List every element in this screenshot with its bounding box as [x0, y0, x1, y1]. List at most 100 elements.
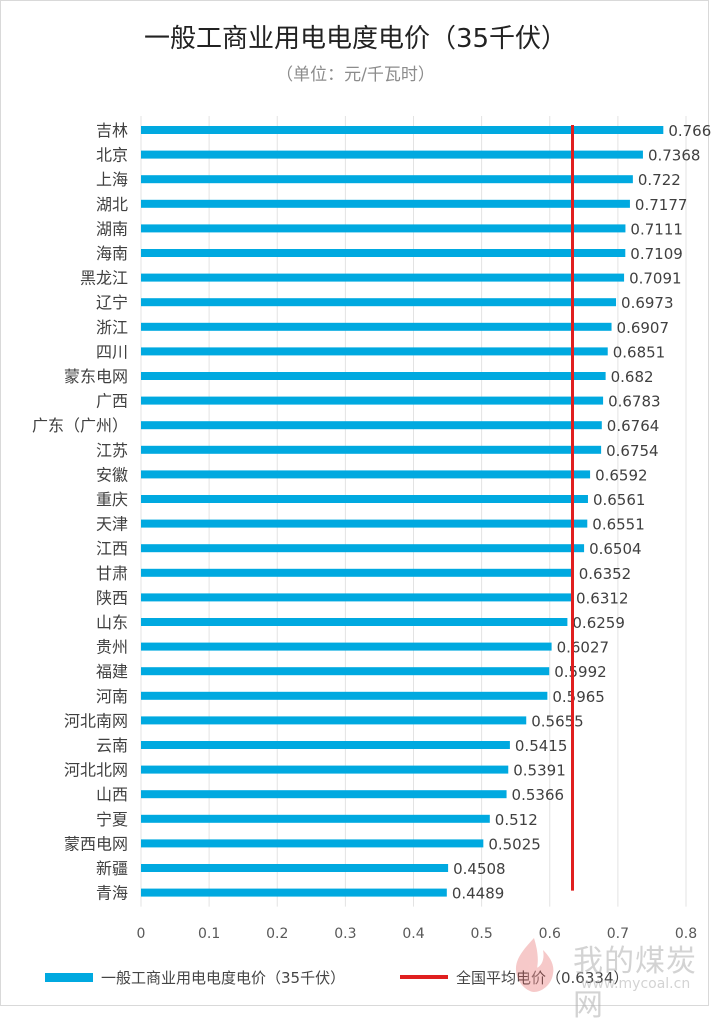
category-label: 宁夏 [96, 810, 128, 829]
data-label: 0.5025 [488, 835, 541, 853]
data-label: 0.512 [495, 811, 538, 829]
data-label: 0.722 [638, 171, 681, 189]
category-label: 福建 [96, 662, 128, 681]
category-label: 河南 [96, 687, 128, 706]
legend-swatch-line [400, 975, 448, 979]
chart-subtitle: （单位：元/千瓦时） [276, 65, 435, 85]
x-axis-ticks: 0 0.1 0.2 0.3 0.4 0.5 0.6 0.7 0.8 [137, 926, 698, 942]
bar [141, 347, 608, 356]
legend: 一般工商业用电电度电价（35千伏） 全国平均电价（0.6334） [0, 962, 711, 992]
data-label: 0.6352 [579, 565, 632, 583]
bar [141, 519, 588, 528]
category-label: 浙江 [96, 318, 128, 337]
data-label: 0.7667 [668, 122, 711, 140]
data-label: 0.5391 [513, 762, 566, 780]
data-label: 0.4489 [452, 885, 505, 903]
x-tick-label: 0.1 [198, 926, 220, 942]
watermark-url: www.mycoal.cn [581, 976, 691, 992]
data-label: 0.6973 [621, 294, 674, 312]
data-labels: 0.7667 0.7368 0.722 0.7177 0.7111 0.7109 0.709… [452, 122, 711, 903]
category-label: 甘肃 [96, 564, 128, 583]
bar [141, 396, 604, 405]
watermark: 我的煤炭网 www.mycoal.cn [499, 934, 699, 1023]
x-tick-label: 0.5 [470, 926, 492, 942]
legend-item-average: 全国平均电价（0.6334） [400, 962, 629, 992]
bar [141, 273, 625, 282]
data-label: 0.5992 [554, 663, 607, 681]
bar [141, 790, 507, 799]
data-label: 0.6754 [606, 442, 659, 460]
data-label: 0.6851 [613, 343, 666, 361]
bar [141, 716, 527, 725]
data-label: 0.6551 [592, 516, 645, 534]
chart-frame [0, 0, 709, 1006]
data-label: 0.682 [611, 368, 654, 386]
data-label: 0.7111 [630, 220, 683, 238]
bar [141, 322, 612, 331]
legend-swatch-bar [45, 972, 93, 982]
category-label: 天津 [96, 515, 128, 534]
data-label: 0.5655 [531, 712, 584, 730]
data-label: 0.7368 [648, 147, 701, 165]
category-label: 广东（广州） [32, 416, 128, 435]
data-label: 0.6561 [593, 491, 646, 509]
category-label: 吉林 [96, 121, 128, 140]
category-label: 四川 [96, 342, 128, 361]
data-label: 0.6783 [608, 393, 661, 411]
category-label: 云南 [96, 736, 128, 755]
data-label: 0.7177 [635, 196, 688, 214]
bar [141, 224, 626, 233]
category-label: 贵州 [96, 638, 128, 657]
category-label: 江西 [96, 539, 128, 558]
x-tick-label: 0.6 [539, 926, 561, 942]
category-label: 上海 [96, 170, 128, 189]
bar [141, 175, 633, 184]
bar [141, 839, 484, 848]
bar [141, 249, 626, 257]
bar [141, 814, 490, 823]
category-label: 辽宁 [96, 293, 128, 312]
category-label: 海南 [96, 244, 128, 263]
bar [141, 618, 568, 626]
bar [141, 864, 449, 872]
x-tick-label: 0.3 [334, 926, 356, 942]
watermark-name: 我的煤炭网 [573, 944, 697, 1023]
data-label: 0.6764 [607, 417, 660, 435]
data-label: 0.7091 [629, 270, 682, 288]
bar [141, 642, 552, 651]
legend-item-bar: 一般工商业用电电度电价（35千伏） [45, 962, 345, 992]
data-label: 0.6592 [595, 466, 648, 484]
data-label: 0.6027 [557, 639, 610, 657]
category-label: 山东 [96, 613, 128, 632]
bar [141, 593, 572, 602]
bar [141, 741, 510, 749]
category-label: 蒙东电网 [64, 367, 128, 386]
category-label: 河北北网 [64, 761, 128, 780]
bar [141, 544, 585, 553]
category-label: 山西 [96, 785, 128, 804]
x-tick-label: 0.7 [607, 926, 629, 942]
data-label: 0.6259 [572, 614, 625, 632]
x-tick-label: 0.4 [402, 926, 424, 942]
category-label: 湖南 [96, 219, 128, 238]
bar [141, 298, 617, 307]
category-label: 新疆 [96, 859, 128, 878]
category-label: 安徽 [96, 465, 128, 484]
bar [141, 126, 664, 134]
data-label: 0.5366 [512, 786, 564, 804]
data-label: 0.6312 [576, 589, 629, 607]
bar [141, 495, 588, 503]
bar [141, 199, 630, 208]
category-label: 陕西 [96, 588, 128, 607]
category-label: 北京 [96, 146, 128, 165]
category-label: 蒙西电网 [64, 834, 128, 853]
data-label: 0.5965 [552, 688, 605, 706]
data-label: 0.6907 [617, 319, 670, 337]
bar-chart: 0.7667 0.7368 0.722 0.7177 0.7111 0.7109 0.709… [32, 116, 711, 942]
bar [141, 421, 602, 430]
data-label: 0.6504 [589, 540, 642, 558]
category-label: 黑龙江 [80, 269, 128, 288]
category-label: 江苏 [96, 441, 128, 460]
flame-logo-icon [515, 938, 554, 992]
chart-title: 一般工商业用电电度电价（35千伏） [143, 24, 568, 54]
